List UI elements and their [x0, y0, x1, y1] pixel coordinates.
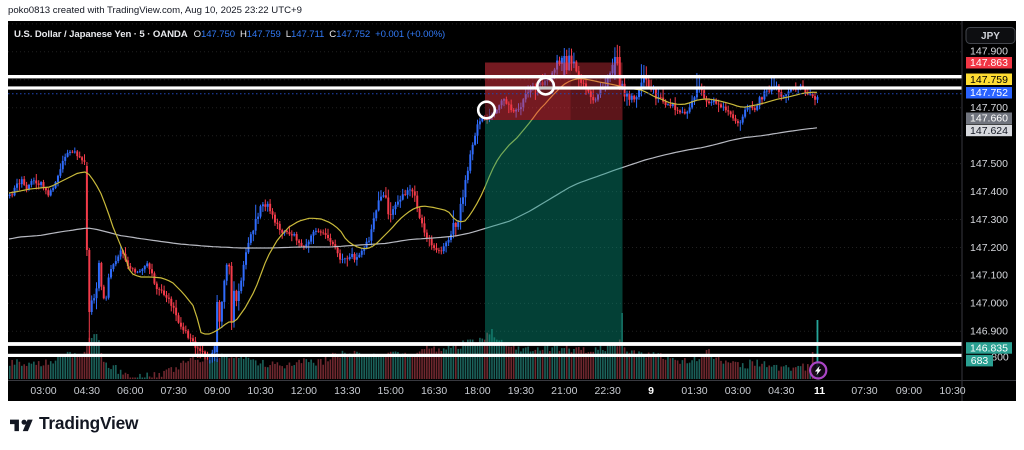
svg-text:09:00: 09:00 — [896, 385, 922, 397]
svg-text:147.200: 147.200 — [970, 242, 1008, 254]
svg-text:683: 683 — [971, 355, 989, 367]
svg-text:147.500: 147.500 — [970, 158, 1008, 170]
svg-text:147.300: 147.300 — [970, 214, 1008, 226]
svg-text:11: 11 — [814, 385, 825, 397]
svg-text:10:30: 10:30 — [939, 385, 965, 397]
svg-text:04:30: 04:30 — [768, 385, 794, 397]
svg-text:07:30: 07:30 — [851, 385, 877, 397]
svg-text:800: 800 — [991, 351, 1009, 363]
svg-text:146.835: 146.835 — [970, 342, 1008, 354]
svg-text:147.400: 147.400 — [970, 186, 1008, 198]
svg-text:U.S. Dollar / Japanese Yen · 5: U.S. Dollar / Japanese Yen · 5 · OANDA O1… — [14, 29, 445, 40]
svg-text:01:30: 01:30 — [681, 385, 707, 397]
svg-text:12:00: 12:00 — [291, 385, 317, 397]
svg-text:10:30: 10:30 — [247, 385, 273, 397]
svg-text:147.624: 147.624 — [970, 125, 1008, 137]
svg-text:22:30: 22:30 — [595, 385, 621, 397]
svg-text:13:30: 13:30 — [334, 385, 360, 397]
svg-text:04:30: 04:30 — [74, 385, 100, 397]
svg-text:15:00: 15:00 — [378, 385, 404, 397]
svg-text:147.000: 147.000 — [970, 298, 1008, 310]
svg-text:146.900: 146.900 — [970, 326, 1008, 338]
svg-text:147.752: 147.752 — [970, 87, 1008, 99]
svg-text:03:00: 03:00 — [30, 385, 56, 397]
svg-text:JPY: JPY — [981, 31, 1000, 42]
svg-text:147.660: 147.660 — [970, 113, 1008, 125]
svg-text:147.100: 147.100 — [970, 270, 1008, 282]
svg-text:07:30: 07:30 — [161, 385, 187, 397]
svg-text:21:00: 21:00 — [551, 385, 577, 397]
svg-text:03:00: 03:00 — [725, 385, 751, 397]
svg-text:147.863: 147.863 — [970, 57, 1008, 69]
svg-text:147.700: 147.700 — [970, 102, 1008, 114]
svg-text:16:30: 16:30 — [421, 385, 447, 397]
svg-text:19:30: 19:30 — [508, 385, 534, 397]
svg-text:147.900: 147.900 — [970, 45, 1008, 57]
svg-text:06:00: 06:00 — [117, 385, 143, 397]
svg-text:147.759: 147.759 — [970, 74, 1008, 86]
svg-text:9: 9 — [648, 385, 654, 397]
svg-text:09:00: 09:00 — [204, 385, 230, 397]
svg-text:18:00: 18:00 — [464, 385, 490, 397]
